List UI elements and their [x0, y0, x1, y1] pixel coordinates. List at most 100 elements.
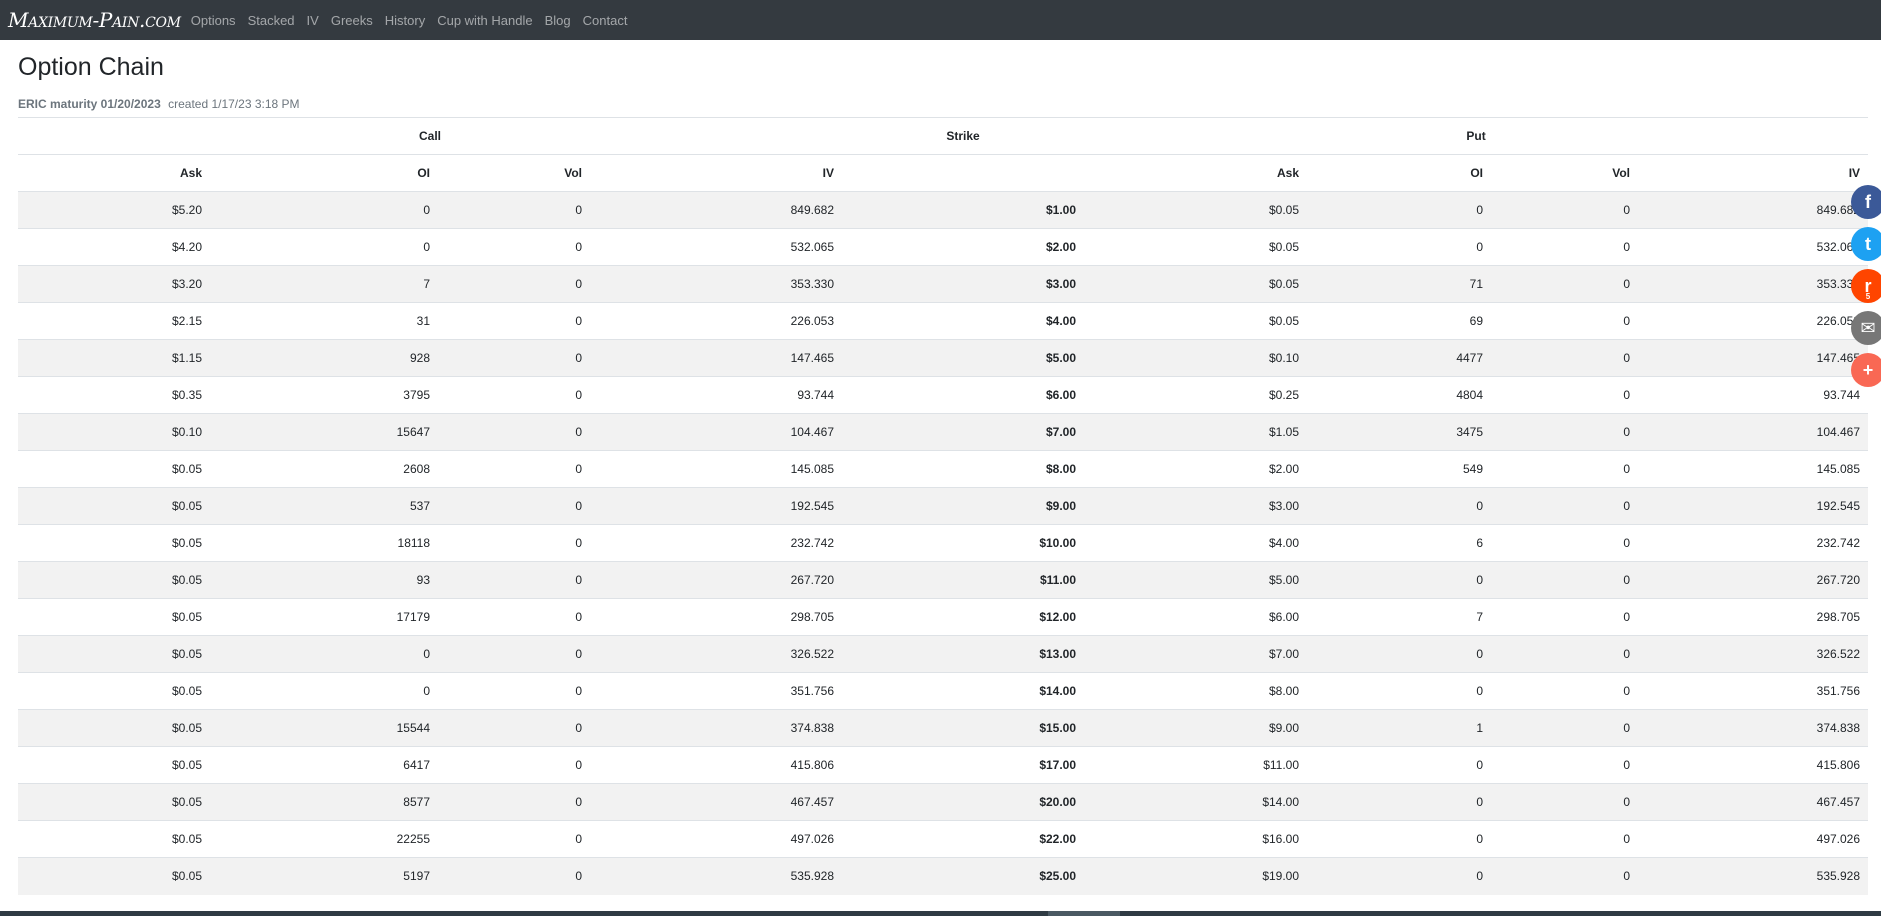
- put-ask-cell: $0.10: [1084, 339, 1308, 377]
- nav-link-cup-with-handle[interactable]: Cup with Handle: [437, 12, 533, 28]
- put-iv-cell: 467.457: [1638, 783, 1869, 821]
- put-oi-cell: 6: [1307, 524, 1492, 562]
- call-iv-header: IV: [590, 154, 843, 192]
- plus-icon: +: [1862, 359, 1874, 380]
- call-oi-cell: 6417: [210, 746, 438, 784]
- put-iv-cell: 374.838: [1638, 709, 1869, 747]
- strike-cell: $11.00: [842, 561, 1085, 599]
- created-timestamp: created 1/17/23 3:18 PM: [168, 97, 300, 111]
- nav-link-history[interactable]: History: [384, 12, 426, 28]
- put-ask-cell: $3.00: [1084, 487, 1308, 525]
- put-oi-cell: 0: [1307, 561, 1492, 599]
- strike-cell: $1.00: [842, 191, 1085, 229]
- put-header: Put: [1084, 117, 1869, 155]
- strike-cell: $9.00: [842, 487, 1085, 525]
- nav-link-stacked[interactable]: Stacked: [247, 12, 295, 28]
- call-iv-cell: 467.457: [590, 783, 843, 821]
- call-iv-cell: 849.682: [590, 191, 843, 229]
- call-iv-cell: 298.705: [590, 598, 843, 636]
- put-iv-cell: 535.928: [1638, 857, 1869, 895]
- call-ask-cell: $1.15: [18, 339, 210, 377]
- put-iv-cell: 104.467: [1638, 413, 1869, 451]
- call-oi-cell: 2608: [210, 450, 438, 488]
- email-icon: ✉: [1860, 317, 1876, 338]
- put-ask-cell: $6.00: [1084, 598, 1308, 636]
- table-row: $5.20 0 0 849.682 $1.00 $0.05 0 0 849.682: [18, 191, 1869, 229]
- call-oi-cell: 93: [210, 561, 438, 599]
- put-vol-cell: 0: [1491, 487, 1639, 525]
- call-oi-cell: 0: [210, 672, 438, 710]
- table-row: $4.20 0 0 532.065 $2.00 $0.05 0 0 532.065: [18, 228, 1869, 266]
- call-iv-cell: 267.720: [590, 561, 843, 599]
- nav-link-greeks[interactable]: Greeks: [330, 12, 373, 28]
- brand-logo[interactable]: Maximum-Pain.com: [8, 8, 181, 32]
- put-vol-cell: 0: [1491, 376, 1639, 414]
- put-oi-cell: 1: [1307, 709, 1492, 747]
- call-vol-cell: 0: [438, 450, 590, 488]
- page-title: Option Chain: [18, 53, 164, 81]
- maturity-label: ERIC maturity 01/20/2023: [18, 97, 161, 111]
- call-iv-cell: 532.065: [590, 228, 843, 266]
- put-ask-cell: $5.00: [1084, 561, 1308, 599]
- put-vol-cell: 0: [1491, 709, 1639, 747]
- put-iv-cell: 226.053: [1638, 302, 1869, 340]
- column-header-row: Ask OI Vol IV Ask OI Vol IV: [18, 154, 1869, 192]
- put-vol-cell: 0: [1491, 598, 1639, 636]
- call-vol-cell: 0: [438, 228, 590, 266]
- email-share-button[interactable]: ✉: [1851, 311, 1881, 345]
- call-ask-cell: $0.05: [18, 524, 210, 562]
- put-iv-header: IV: [1638, 154, 1869, 192]
- put-vol-cell: 0: [1491, 228, 1639, 266]
- strike-cell: $13.00: [842, 635, 1085, 673]
- strike-cell: $3.00: [842, 265, 1085, 303]
- put-oi-cell: 71: [1307, 265, 1492, 303]
- call-ask-cell: $0.35: [18, 376, 210, 414]
- strike-cell: $14.00: [842, 672, 1085, 710]
- table-row: $0.05 93 0 267.720 $11.00 $5.00 0 0 267.720: [18, 561, 1869, 599]
- call-iv-cell: 353.330: [590, 265, 843, 303]
- plus-share-button[interactable]: +: [1851, 353, 1881, 387]
- call-oi-cell: 3795: [210, 376, 438, 414]
- put-ask-cell: $0.25: [1084, 376, 1308, 414]
- call-vol-cell: 0: [438, 487, 590, 525]
- call-vol-cell: 0: [438, 746, 590, 784]
- strike-cell: $6.00: [842, 376, 1085, 414]
- navbar: Maximum-Pain.com Options Stacked IV Gree…: [0, 0, 1881, 40]
- put-vol-cell: 0: [1491, 857, 1639, 895]
- call-oi-cell: 537: [210, 487, 438, 525]
- table-row: $3.20 7 0 353.330 $3.00 $0.05 71 0 353.330: [18, 265, 1869, 303]
- call-oi-cell: 0: [210, 635, 438, 673]
- nav-link-blog[interactable]: Blog: [544, 12, 571, 28]
- call-ask-cell: $0.05: [18, 635, 210, 673]
- bottom-bar-handle[interactable]: [1048, 911, 1120, 916]
- put-vol-cell: 0: [1491, 524, 1639, 562]
- option-chain-body: $5.20 0 0 849.682 $1.00 $0.05 0 0 849.682 $4.20 0 0…: [18, 191, 1869, 895]
- call-vol-cell: 0: [438, 783, 590, 821]
- put-vol-cell: 0: [1491, 783, 1639, 821]
- twitter-share-button[interactable]: t: [1851, 227, 1881, 261]
- call-ask-cell: $0.05: [18, 672, 210, 710]
- put-oi-cell: 3475: [1307, 413, 1492, 451]
- call-iv-cell: 145.085: [590, 450, 843, 488]
- nav-link-iv[interactable]: IV: [306, 12, 319, 28]
- call-iv-cell: 326.522: [590, 635, 843, 673]
- call-oi-cell: 22255: [210, 820, 438, 858]
- table-row: $0.10 15647 0 104.467 $7.00 $1.05 3475 0 104.467: [18, 413, 1869, 451]
- call-ask-cell: $0.05: [18, 820, 210, 858]
- table-row: $0.05 0 0 326.522 $13.00 $7.00 0 0 326.522: [18, 635, 1869, 673]
- call-ask-cell: $5.20: [18, 191, 210, 229]
- share-sidebar: f t r 5 ✉ +: [1851, 185, 1881, 395]
- table-row: $0.05 5197 0 535.928 $25.00 $19.00 0 0 535.928: [18, 857, 1869, 895]
- put-iv-cell: 232.742: [1638, 524, 1869, 562]
- call-iv-cell: 147.465: [590, 339, 843, 377]
- call-oi-cell: 17179: [210, 598, 438, 636]
- put-ask-cell: $1.05: [1084, 413, 1308, 451]
- nav-link-contact[interactable]: Contact: [582, 12, 628, 28]
- put-oi-cell: 549: [1307, 450, 1492, 488]
- put-vol-header: Vol: [1491, 154, 1639, 192]
- nav-link-options[interactable]: Options: [190, 12, 236, 28]
- call-oi-cell: 0: [210, 228, 438, 266]
- put-oi-cell: 0: [1307, 857, 1492, 895]
- facebook-share-button[interactable]: f: [1851, 185, 1881, 219]
